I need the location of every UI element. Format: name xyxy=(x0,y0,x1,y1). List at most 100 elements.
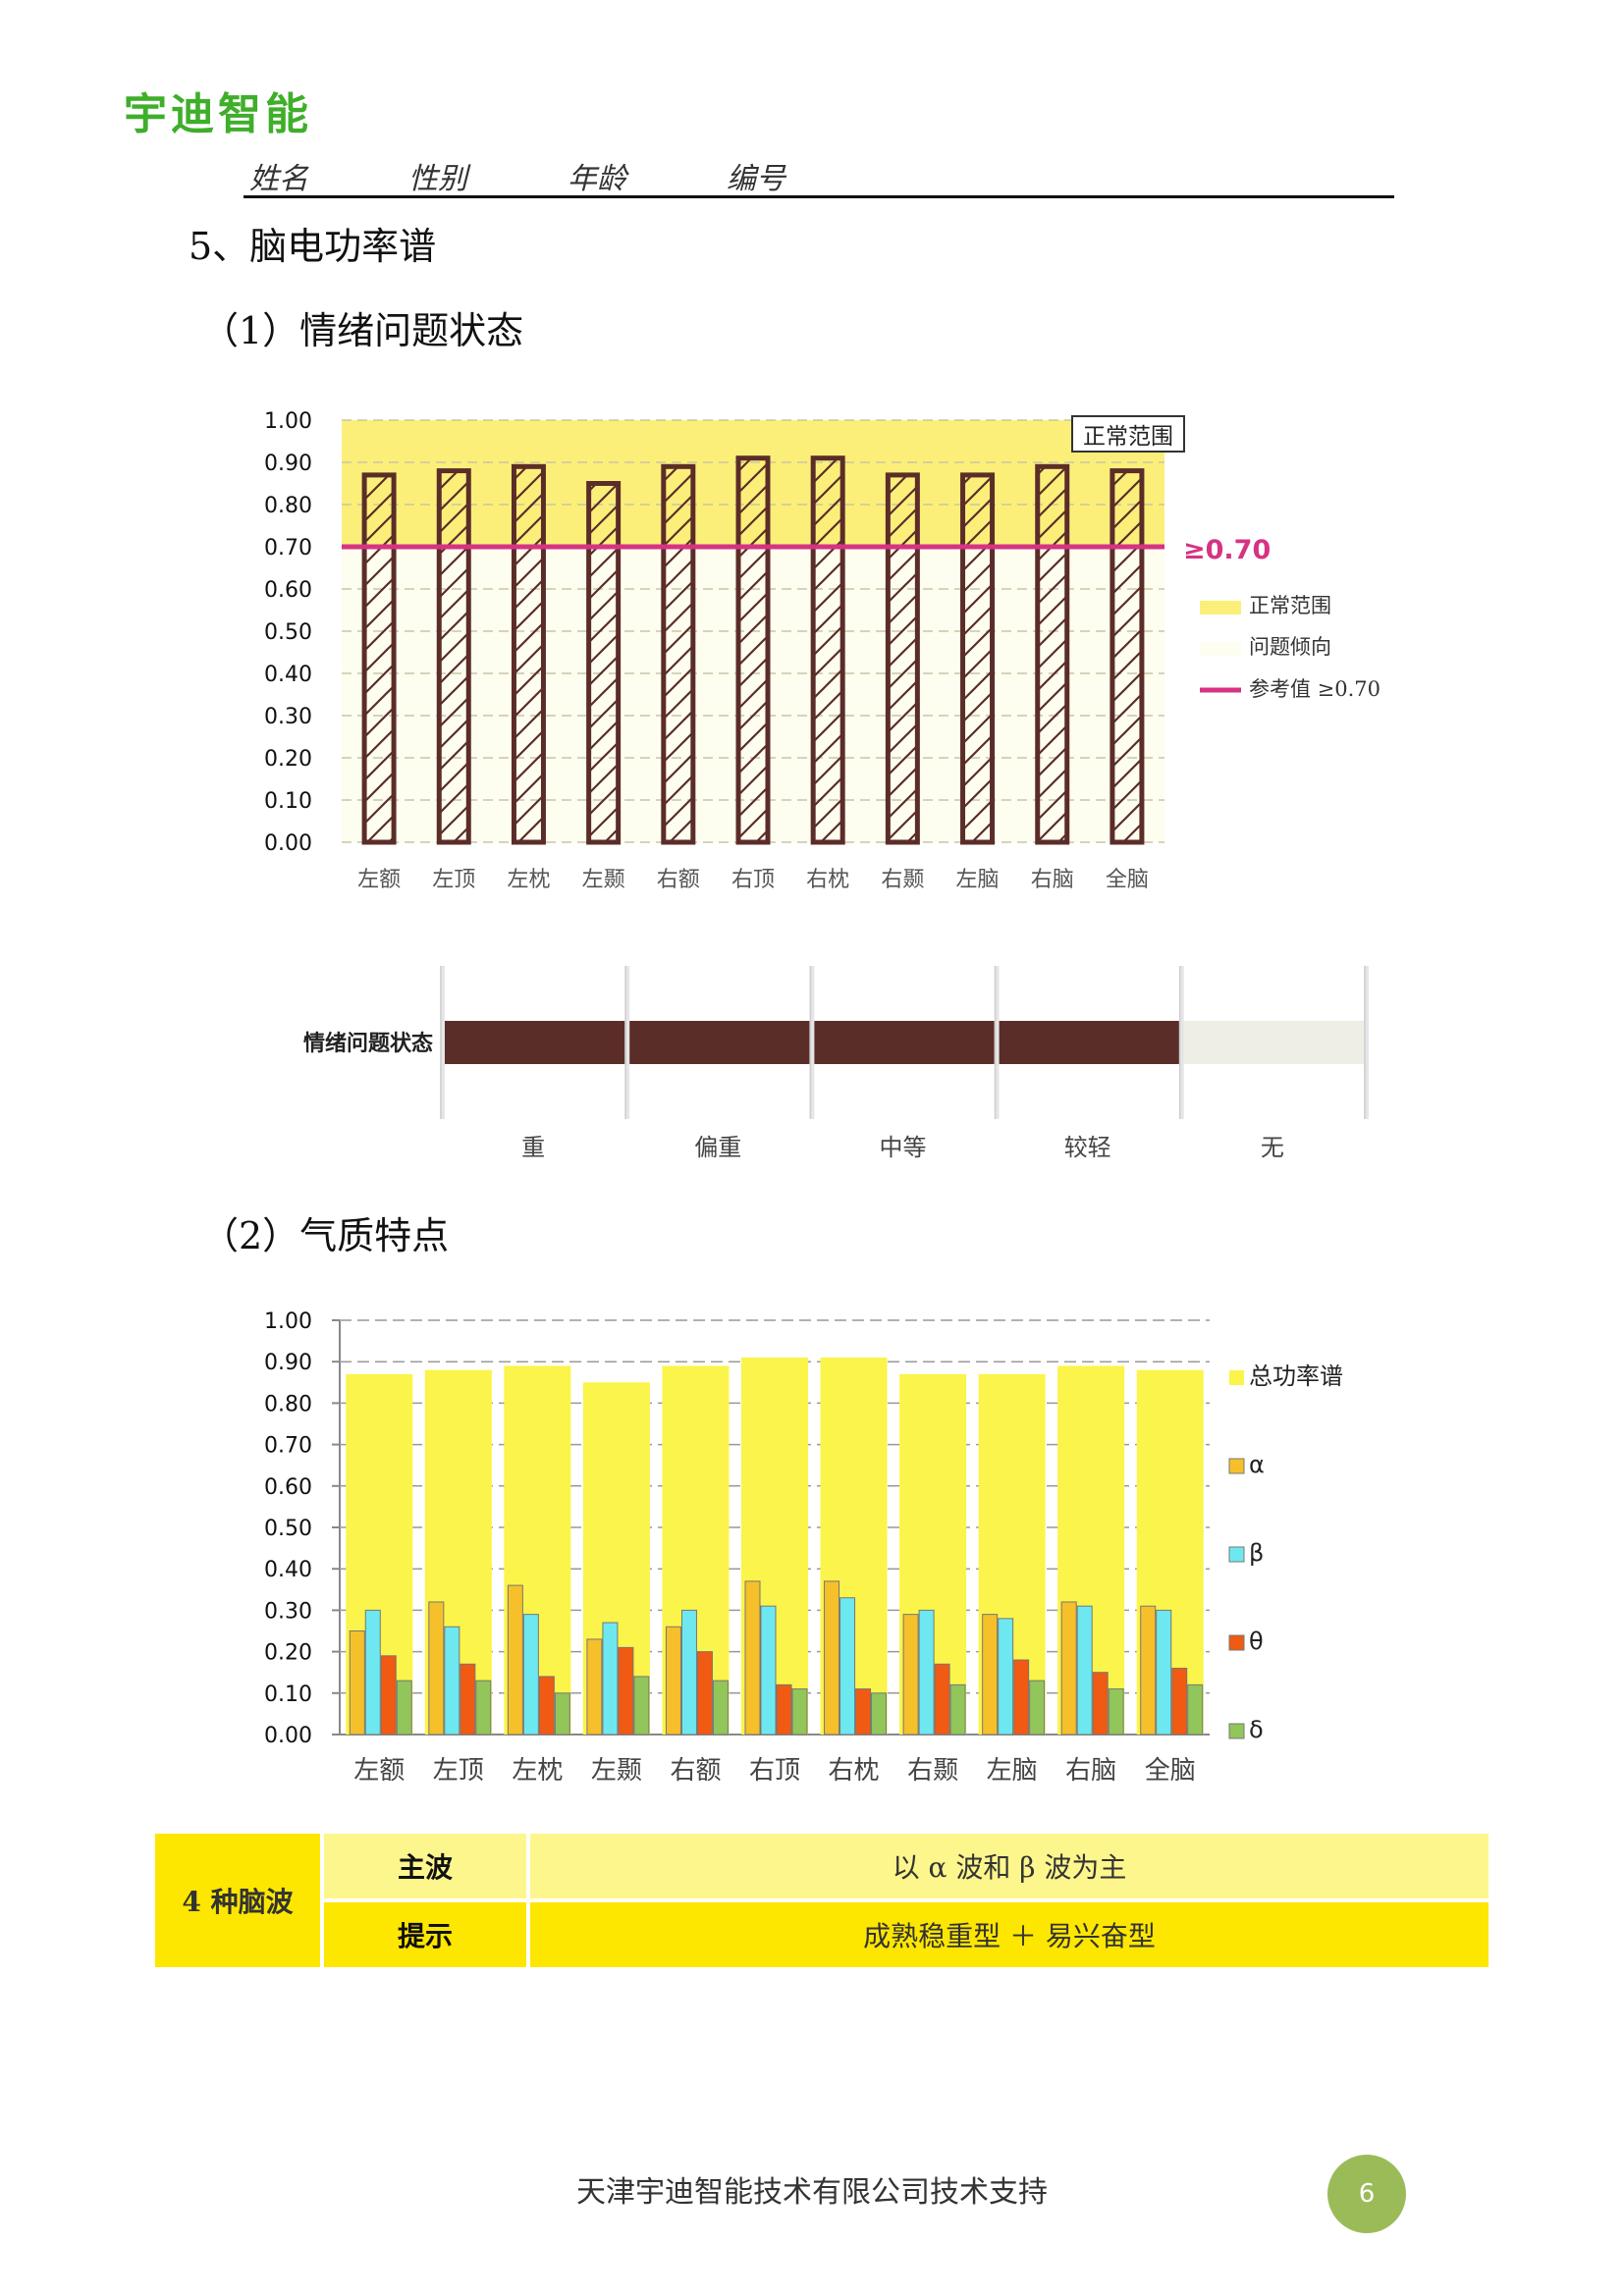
legend-label-α: α xyxy=(1249,1451,1265,1478)
bar-左脑 xyxy=(960,472,996,845)
wave-bar-θ-右枕 xyxy=(855,1688,872,1735)
wave-bar-α-左颞 xyxy=(586,1638,603,1735)
page-number-badge: 6 xyxy=(1327,2155,1406,2233)
table-label-main-wave: 主波 xyxy=(324,1834,526,1898)
y-tick-label: 0.90 xyxy=(264,452,312,476)
x-tick-label: 右脑 xyxy=(1065,1756,1116,1786)
x-tick-label: 右颞 xyxy=(881,868,924,892)
wave-bar-β-左脑 xyxy=(998,1618,1014,1735)
brainwave-summary-table: 4 种脑波 主波 以 α 波和 β 波为主 提示 成熟稳重型 ＋ 易兴奋型 xyxy=(155,1834,1489,1967)
x-tick-label: 右顶 xyxy=(749,1756,800,1786)
legend-label-β: β xyxy=(1249,1539,1264,1567)
legend-label-θ: θ xyxy=(1249,1628,1264,1655)
wave-bar-α-左脑 xyxy=(982,1614,999,1735)
x-tick-label: 左顶 xyxy=(433,1756,484,1786)
wave-bar-δ-左额 xyxy=(396,1680,412,1735)
x-tick-label: 全脑 xyxy=(1106,868,1149,892)
y-tick-label: 0.70 xyxy=(264,536,312,561)
legend-swatch-α xyxy=(1228,1458,1245,1474)
bar-左颞 xyxy=(586,481,622,845)
normal-range-box xyxy=(1071,415,1185,453)
y-tick-label: 0.70 xyxy=(264,1434,312,1459)
y-tick-label: 0.10 xyxy=(264,1682,312,1707)
y-tick-label: 0.80 xyxy=(264,1392,312,1416)
subsection-title-temperament: （2）气质特点 xyxy=(201,1214,450,1257)
wave-bar-δ-左颞 xyxy=(633,1676,650,1735)
x-tick-label: 右脑 xyxy=(1031,868,1074,892)
y-tick-label: 1.00 xyxy=(264,409,312,434)
wave-bar-δ-左顶 xyxy=(475,1680,492,1735)
x-tick-label: 左颞 xyxy=(591,1756,642,1786)
wave-bar-θ-左颞 xyxy=(618,1646,634,1735)
table-value-main-wave: 以 α 波和 β 波为主 xyxy=(530,1834,1489,1898)
x-tick-label: 左颞 xyxy=(582,868,625,892)
x-tick-label: 右额 xyxy=(657,868,700,892)
age-field-label: 年龄 xyxy=(568,162,626,196)
x-tick-label: 左顶 xyxy=(432,868,475,892)
subsection-title-emotion: （1）情绪问题状态 xyxy=(201,309,524,352)
status-divider xyxy=(440,966,445,1119)
x-tick-label: 左额 xyxy=(357,868,401,892)
wave-bar-θ-左枕 xyxy=(538,1676,555,1735)
legend-swatch-θ xyxy=(1228,1634,1245,1651)
footer-text: 天津宇迪智能技术有限公司技术支持 xyxy=(576,2175,1048,2210)
x-tick-label: 左枕 xyxy=(507,868,550,892)
wave-bar-θ-左脑 xyxy=(1013,1659,1030,1735)
wave-bar-δ-全脑 xyxy=(1187,1683,1204,1735)
reference-value-label: ≥0.70 xyxy=(1183,535,1271,565)
y-tick-label: 0.80 xyxy=(264,494,312,518)
x-tick-label: 右枕 xyxy=(806,868,849,892)
legend-swatch-normal xyxy=(1200,601,1241,614)
table-row-header: 4 种脑波 xyxy=(155,1834,320,1967)
y-tick-label: 0.60 xyxy=(264,578,312,603)
normal-range-label: 正常范围 xyxy=(1083,424,1173,450)
status-level-label: 偏重 xyxy=(694,1134,741,1161)
wave-bar-θ-左额 xyxy=(380,1655,397,1735)
gender-field-label: 性别 xyxy=(408,162,467,196)
status-divider xyxy=(624,966,630,1119)
y-tick-label: 0.20 xyxy=(264,1641,312,1666)
bar-右枕 xyxy=(810,455,845,845)
wave-bar-α-全脑 xyxy=(1140,1605,1157,1735)
legend-label-δ: δ xyxy=(1249,1716,1264,1743)
wave-bar-δ-右顶 xyxy=(791,1688,808,1735)
wave-bar-β-左顶 xyxy=(444,1626,460,1735)
bar-左顶 xyxy=(436,468,471,845)
status-divider xyxy=(1364,966,1369,1119)
wave-bar-θ-右顶 xyxy=(776,1683,792,1735)
status-level-label: 中等 xyxy=(880,1134,927,1161)
table-value-hint: 成熟稳重型 ＋ 易兴奋型 xyxy=(530,1902,1489,1967)
bar-右顶 xyxy=(735,455,771,845)
wave-bar-β-左枕 xyxy=(522,1614,539,1735)
wave-bar-β-右脑 xyxy=(1076,1605,1093,1735)
x-tick-label: 左脑 xyxy=(987,1756,1038,1786)
wave-bar-β-左颞 xyxy=(602,1622,619,1735)
wave-bar-δ-右脑 xyxy=(1108,1688,1124,1735)
status-row-label: 情绪问题状态 xyxy=(303,1031,433,1056)
patient-info-line: 姓名 性别 年龄 编号 xyxy=(244,152,1394,198)
status-divider xyxy=(994,966,1000,1119)
x-tick-label: 右颞 xyxy=(907,1756,958,1786)
status-divider xyxy=(1178,966,1184,1119)
wave-bar-θ-左顶 xyxy=(460,1663,476,1735)
wave-bar-δ-左枕 xyxy=(554,1692,570,1735)
y-tick-label: 0.40 xyxy=(264,663,312,687)
wave-bar-β-右顶 xyxy=(760,1605,777,1735)
status-level-label: 重 xyxy=(521,1134,545,1161)
x-tick-label: 左脑 xyxy=(956,868,1000,892)
y-tick-label: 0.00 xyxy=(264,1724,312,1748)
legend-swatch-β xyxy=(1228,1546,1245,1563)
wave-bar-δ-右额 xyxy=(712,1680,729,1735)
x-tick-label: 右枕 xyxy=(829,1756,880,1786)
y-tick-label: 0.90 xyxy=(264,1351,312,1375)
x-tick-label: 右顶 xyxy=(731,868,775,892)
legend-swatch-总功率谱 xyxy=(1229,1370,1244,1385)
wave-bar-β-右枕 xyxy=(839,1597,856,1735)
y-tick-label: 0.30 xyxy=(264,1599,312,1624)
wave-bar-α-左顶 xyxy=(428,1601,445,1735)
status-level-label: 较轻 xyxy=(1064,1134,1111,1161)
wave-bar-θ-右颞 xyxy=(934,1663,950,1735)
x-tick-label: 左枕 xyxy=(512,1756,563,1786)
wave-bar-α-左额 xyxy=(349,1630,365,1735)
